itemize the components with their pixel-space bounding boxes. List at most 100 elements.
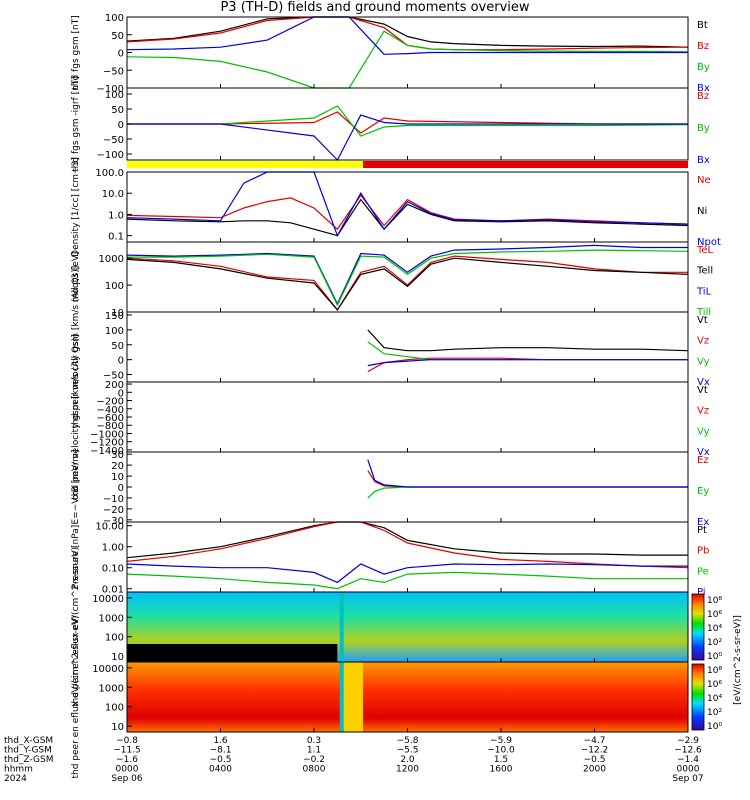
series-line — [127, 114, 688, 162]
spectrogram-fill — [127, 662, 688, 732]
y-tick-label: 0 — [118, 388, 124, 399]
y-tick-label: 150 — [105, 311, 124, 322]
series-line — [126, 30, 689, 89]
x-axis-value: 1200 — [396, 765, 419, 775]
x-axis-value: −5.9 — [490, 736, 512, 746]
series-line — [126, 521, 689, 569]
legend-entry: Ni — [697, 206, 707, 217]
colorbar-tick-label: 10² — [707, 638, 722, 648]
x-axis-row-label: thd_Z-GSM — [4, 755, 53, 765]
y-tick-label: 100 — [105, 13, 124, 24]
x-axis-row-label: thd_Y-GSM — [4, 746, 52, 756]
y-tick-label: 100 — [105, 90, 124, 101]
y-tick-label: −200 — [97, 397, 124, 408]
y-tick-label: 100 — [105, 703, 124, 714]
x-axis-value: −10.0 — [487, 746, 515, 756]
legend-entry: By — [697, 62, 710, 73]
y-tick-label: 100 — [105, 281, 124, 292]
y-axis-label: Pressure [nPa] — [71, 525, 81, 590]
colorbar-tick-label: 10⁴ — [707, 694, 722, 704]
colorbar — [691, 663, 705, 731]
y-tick-label: 20 — [111, 461, 124, 472]
legend-entry: Pi — [697, 587, 706, 598]
x-axis-value: 2000 — [583, 765, 606, 775]
y-axis-label: E=−VxB [mV/m] — [71, 449, 81, 524]
series-line — [127, 105, 689, 137]
y-tick-label: 1.0 — [108, 210, 124, 221]
y-tick-label: −100 — [97, 84, 124, 95]
legend-entry: Pt — [697, 525, 707, 536]
x-axis-value: 0400 — [209, 765, 232, 775]
legend-entry: Bx — [697, 83, 710, 94]
y-axis-label: thd peer velocity gsm [km/s (All Qs)] — [71, 334, 81, 500]
y-tick-label: 1000 — [99, 613, 124, 624]
legend-entry: Ne — [697, 175, 711, 186]
series-line — [126, 257, 689, 311]
panel-frame — [126, 521, 689, 593]
y-tick-label: 50 — [111, 341, 124, 352]
y-tick-label: 1000 — [99, 254, 124, 265]
series-line — [126, 194, 689, 231]
x-axis-value: −1.6 — [116, 755, 138, 765]
y-tick-label: 50 — [111, 31, 124, 42]
y-tick-label: 10 — [111, 308, 124, 319]
legend-entry: Till — [696, 307, 711, 318]
x-axis-row-label: hhmm — [4, 765, 33, 775]
y-tick-label: 100.0 — [95, 168, 124, 179]
legend-entry: Vx — [697, 447, 710, 458]
legend-entry: Pb — [697, 546, 709, 557]
y-tick-label: 10.00 — [95, 522, 124, 533]
x-axis-value: Sep 06 — [111, 774, 143, 784]
y-axis-label: Density [1/cc] [cm−3] — [71, 157, 81, 257]
x-axis-row-label: 2024 — [4, 774, 27, 784]
y-tick-label: 30 — [111, 450, 124, 461]
spectrogram-gap — [339, 662, 344, 732]
x-axis-value: −0.5 — [584, 755, 606, 765]
x-axis-value: 1.5 — [494, 755, 508, 765]
x-axis-value: −12.2 — [581, 746, 609, 756]
legend-entry: Bz — [697, 91, 709, 102]
series-line — [367, 459, 688, 488]
spectrogram-dark-region — [127, 644, 338, 662]
y-tick-label: −50 — [103, 135, 124, 146]
x-axis-value: −5.8 — [397, 736, 419, 746]
x-axis-value: −5.5 — [397, 746, 419, 756]
y-axis-label: thd peir velocity gsm [km/s (All Qs)] — [71, 266, 81, 429]
x-axis-value: Sep 07 — [672, 774, 703, 784]
x-axis-row-label: thd_X-GSM — [4, 736, 53, 746]
y-tick-label: 0.10 — [102, 564, 124, 575]
x-axis-value: −0.5 — [210, 755, 232, 765]
panel-frame — [126, 381, 689, 453]
series-line — [126, 521, 688, 559]
x-axis-value: 1600 — [490, 765, 513, 775]
colorbar-tick-label: 10⁰ — [707, 652, 722, 662]
series-line — [367, 470, 688, 488]
x-axis-value: −0.2 — [303, 755, 325, 765]
legend-entry: By — [697, 123, 710, 134]
y-tick-label: 50 — [111, 105, 124, 116]
y-tick-label: −30 — [103, 516, 124, 527]
colorbar-label: [eV/(cm^2-s-sr-eV)] — [733, 615, 743, 705]
x-axis-value: 1.6 — [213, 736, 228, 746]
legend-entry: TiL — [696, 286, 712, 297]
series-line — [127, 111, 688, 134]
series-line — [367, 486, 688, 499]
y-tick-label: −50 — [103, 371, 124, 382]
panel-frame — [126, 171, 689, 243]
y-tick-label: 10000 — [92, 664, 124, 675]
y-tick-label: −400 — [97, 405, 124, 416]
legend-entry: Vy — [697, 426, 710, 437]
y-axis-label: thd peir en eflux eV/(cm^2-s-sr-eV) — [71, 547, 81, 707]
y-tick-label: −50 — [103, 66, 124, 77]
legend-entry: Ex — [697, 517, 709, 528]
legend-entry: Vt — [697, 385, 708, 396]
legend-entry: Tell — [696, 266, 713, 277]
orbit-bar-segment — [363, 161, 688, 168]
x-axis-value: −0.8 — [116, 736, 138, 746]
x-axis-value: −12.6 — [674, 746, 702, 756]
y-tick-label: −1000 — [90, 429, 124, 440]
series-line — [126, 16, 689, 48]
y-tick-label: 0 — [118, 120, 124, 131]
chart-title: P3 (TH-D) fields and ground moments over… — [220, 0, 530, 15]
